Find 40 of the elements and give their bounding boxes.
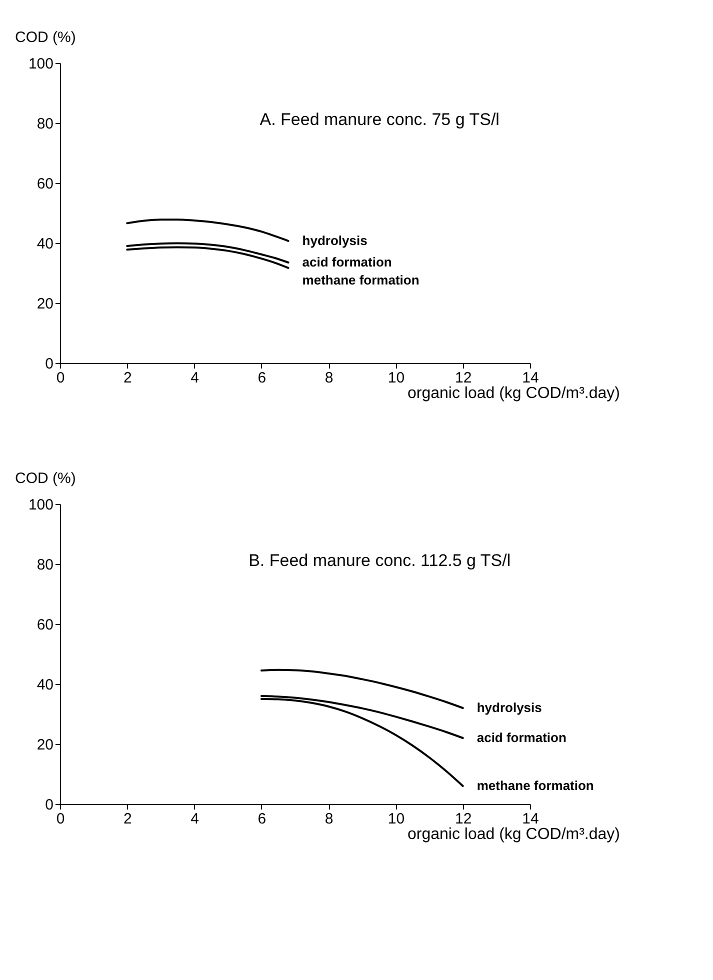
x-tick-label: 10 bbox=[388, 370, 405, 386]
y-tick-label: 0 bbox=[45, 356, 54, 372]
series-label: methane formation bbox=[302, 272, 420, 288]
y-tick-label: 20 bbox=[36, 296, 54, 312]
y-tick-label: 80 bbox=[36, 556, 54, 574]
x-tick-label: 12 bbox=[455, 810, 472, 828]
x-axis-title: organic load (kg COD/m³.day) bbox=[407, 826, 620, 843]
x-tick-label: 8 bbox=[324, 370, 334, 386]
series-label: methane formation bbox=[476, 778, 594, 793]
x-tick-label: 4 bbox=[190, 370, 199, 386]
y-tick-label: 60 bbox=[36, 616, 54, 634]
x-tick-label: 0 bbox=[56, 370, 65, 386]
x-tick-label: 0 bbox=[56, 810, 65, 828]
x-tick-label: 2 bbox=[123, 370, 132, 386]
x-tick-label: 8 bbox=[324, 810, 334, 828]
x-tick-label: 6 bbox=[258, 810, 266, 828]
x-tick-label: 12 bbox=[455, 370, 472, 386]
series-label: hydrolysis bbox=[476, 700, 542, 715]
x-tick-label: 14 bbox=[522, 370, 539, 386]
x-tick-label: 10 bbox=[388, 810, 405, 828]
y-tick-label: 80 bbox=[36, 116, 54, 132]
x-tick-label: 2 bbox=[123, 810, 132, 828]
text: B. Feed manure conc. 112.5 g TS/l bbox=[248, 551, 511, 570]
x-tick-label: 4 bbox=[190, 810, 199, 828]
x-tick-label: 14 bbox=[522, 810, 539, 828]
series-label: acid formation bbox=[476, 730, 566, 745]
series-label: acid formation bbox=[302, 254, 392, 270]
y-tick-label: 60 bbox=[36, 176, 54, 192]
y-axis-title: COD (%) bbox=[15, 470, 76, 487]
y-tick-label: 20 bbox=[36, 736, 54, 754]
y-tick-label: 40 bbox=[36, 236, 54, 252]
y-tick-label: 40 bbox=[36, 676, 54, 694]
x-axis-title: organic load (kg COD/m³.day) bbox=[407, 385, 620, 402]
series-label: hydrolysis bbox=[302, 232, 368, 248]
x-tick-label: 6 bbox=[258, 370, 266, 386]
y-tick-label: 0 bbox=[45, 796, 54, 814]
y-axis-title: COD (%) bbox=[15, 29, 76, 46]
y-tick-label: 100 bbox=[28, 56, 54, 72]
y-tick-label: 100 bbox=[28, 496, 54, 514]
text: A. Feed manure conc. 75 g TS/l bbox=[260, 110, 500, 129]
